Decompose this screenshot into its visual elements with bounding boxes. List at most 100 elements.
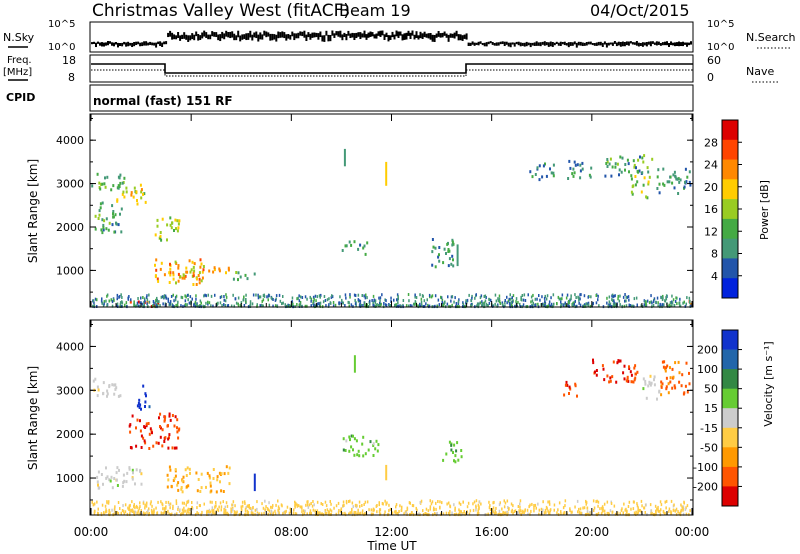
data-cell xyxy=(246,509,249,513)
data-cell xyxy=(186,303,188,307)
data-cell xyxy=(160,511,163,515)
data-cell xyxy=(517,505,520,508)
data-cell xyxy=(129,512,131,516)
data-cell xyxy=(421,294,424,298)
data-cell xyxy=(442,261,445,265)
data-cell xyxy=(319,295,321,299)
data-cell xyxy=(478,505,480,509)
data-cell xyxy=(673,503,675,507)
data-cell xyxy=(585,502,587,506)
data-cell xyxy=(489,508,492,511)
data-cell xyxy=(124,503,127,507)
data-cell xyxy=(139,501,141,505)
nsky-sample xyxy=(549,41,552,47)
nsky-sample xyxy=(399,31,402,36)
data-cell xyxy=(341,249,344,252)
data-cell xyxy=(471,296,473,300)
data-cell xyxy=(289,507,291,511)
data-cell xyxy=(434,265,437,269)
data-cell xyxy=(410,512,412,516)
data-cell xyxy=(140,190,143,194)
data-cell xyxy=(609,379,612,383)
data-cell xyxy=(235,301,238,305)
data-cell xyxy=(545,510,547,514)
data-cell xyxy=(366,241,369,245)
data-cell xyxy=(414,293,416,297)
data-cell xyxy=(616,361,619,365)
data-cell xyxy=(674,509,676,513)
data-cell xyxy=(144,503,146,507)
data-cell xyxy=(250,508,253,512)
data-cell xyxy=(159,304,161,308)
data-cell xyxy=(543,511,546,515)
data-cell xyxy=(636,169,639,173)
data-cell xyxy=(131,414,134,418)
data-cell xyxy=(685,512,688,516)
nsky-trace xyxy=(91,30,692,48)
data-cell xyxy=(270,505,272,509)
data-cell xyxy=(633,378,636,382)
colorbar-tick-label: -50 xyxy=(700,441,718,454)
data-cell xyxy=(143,192,146,196)
nsky-sample xyxy=(91,42,93,45)
data-cell xyxy=(170,226,173,230)
data-cell xyxy=(574,293,576,297)
data-cell xyxy=(345,296,347,300)
data-cell xyxy=(157,500,159,504)
data-cell xyxy=(189,508,191,511)
data-cell xyxy=(569,507,571,511)
nsky-sample xyxy=(682,41,684,47)
data-cell xyxy=(502,510,504,514)
data-cell xyxy=(606,374,609,378)
data-cell xyxy=(97,388,100,392)
data-cell xyxy=(325,304,327,308)
nsky-sample xyxy=(121,42,124,47)
data-cell xyxy=(637,506,639,510)
data-cell xyxy=(666,364,669,368)
data-cell xyxy=(200,472,203,476)
data-cell xyxy=(506,499,509,503)
data-cell xyxy=(195,471,198,475)
nsky-sample xyxy=(672,42,674,46)
data-cell xyxy=(191,505,193,509)
data-cell xyxy=(154,263,156,267)
data-cell xyxy=(462,512,464,515)
data-cell xyxy=(299,295,302,299)
data-cell xyxy=(608,162,611,166)
data-cell xyxy=(94,227,97,231)
data-cell xyxy=(324,511,327,515)
data-cell xyxy=(378,501,380,505)
data-cell xyxy=(145,296,148,299)
nsky-sample xyxy=(267,32,270,37)
nsky-sample xyxy=(117,42,119,48)
cpid-label: CPID xyxy=(6,91,35,104)
data-cell xyxy=(169,262,171,266)
nsky-sample xyxy=(181,34,184,40)
data-cell xyxy=(617,359,620,363)
data-cell xyxy=(394,303,396,307)
data-cell xyxy=(350,445,353,449)
data-cell xyxy=(663,360,666,364)
data-cell xyxy=(349,438,351,442)
data-cell xyxy=(306,297,308,301)
data-cell xyxy=(662,296,664,300)
data-cell xyxy=(135,304,137,308)
data-cell xyxy=(562,506,565,510)
nsky-sample xyxy=(680,42,682,47)
data-cell xyxy=(105,217,108,221)
data-cell xyxy=(114,387,117,391)
data-cell xyxy=(547,500,549,504)
nsky-sample xyxy=(249,30,252,38)
data-cell xyxy=(573,160,576,164)
data-cell xyxy=(557,508,559,512)
x-tick-label: 08:00 xyxy=(274,525,309,539)
data-cell xyxy=(270,512,272,516)
nsky-sample xyxy=(553,42,556,46)
data-cell xyxy=(325,511,328,515)
nsky-sample xyxy=(503,41,506,47)
colorbar-swatch xyxy=(722,120,738,141)
data-cell xyxy=(377,443,380,447)
data-cell xyxy=(122,473,125,477)
data-cell xyxy=(237,271,240,275)
